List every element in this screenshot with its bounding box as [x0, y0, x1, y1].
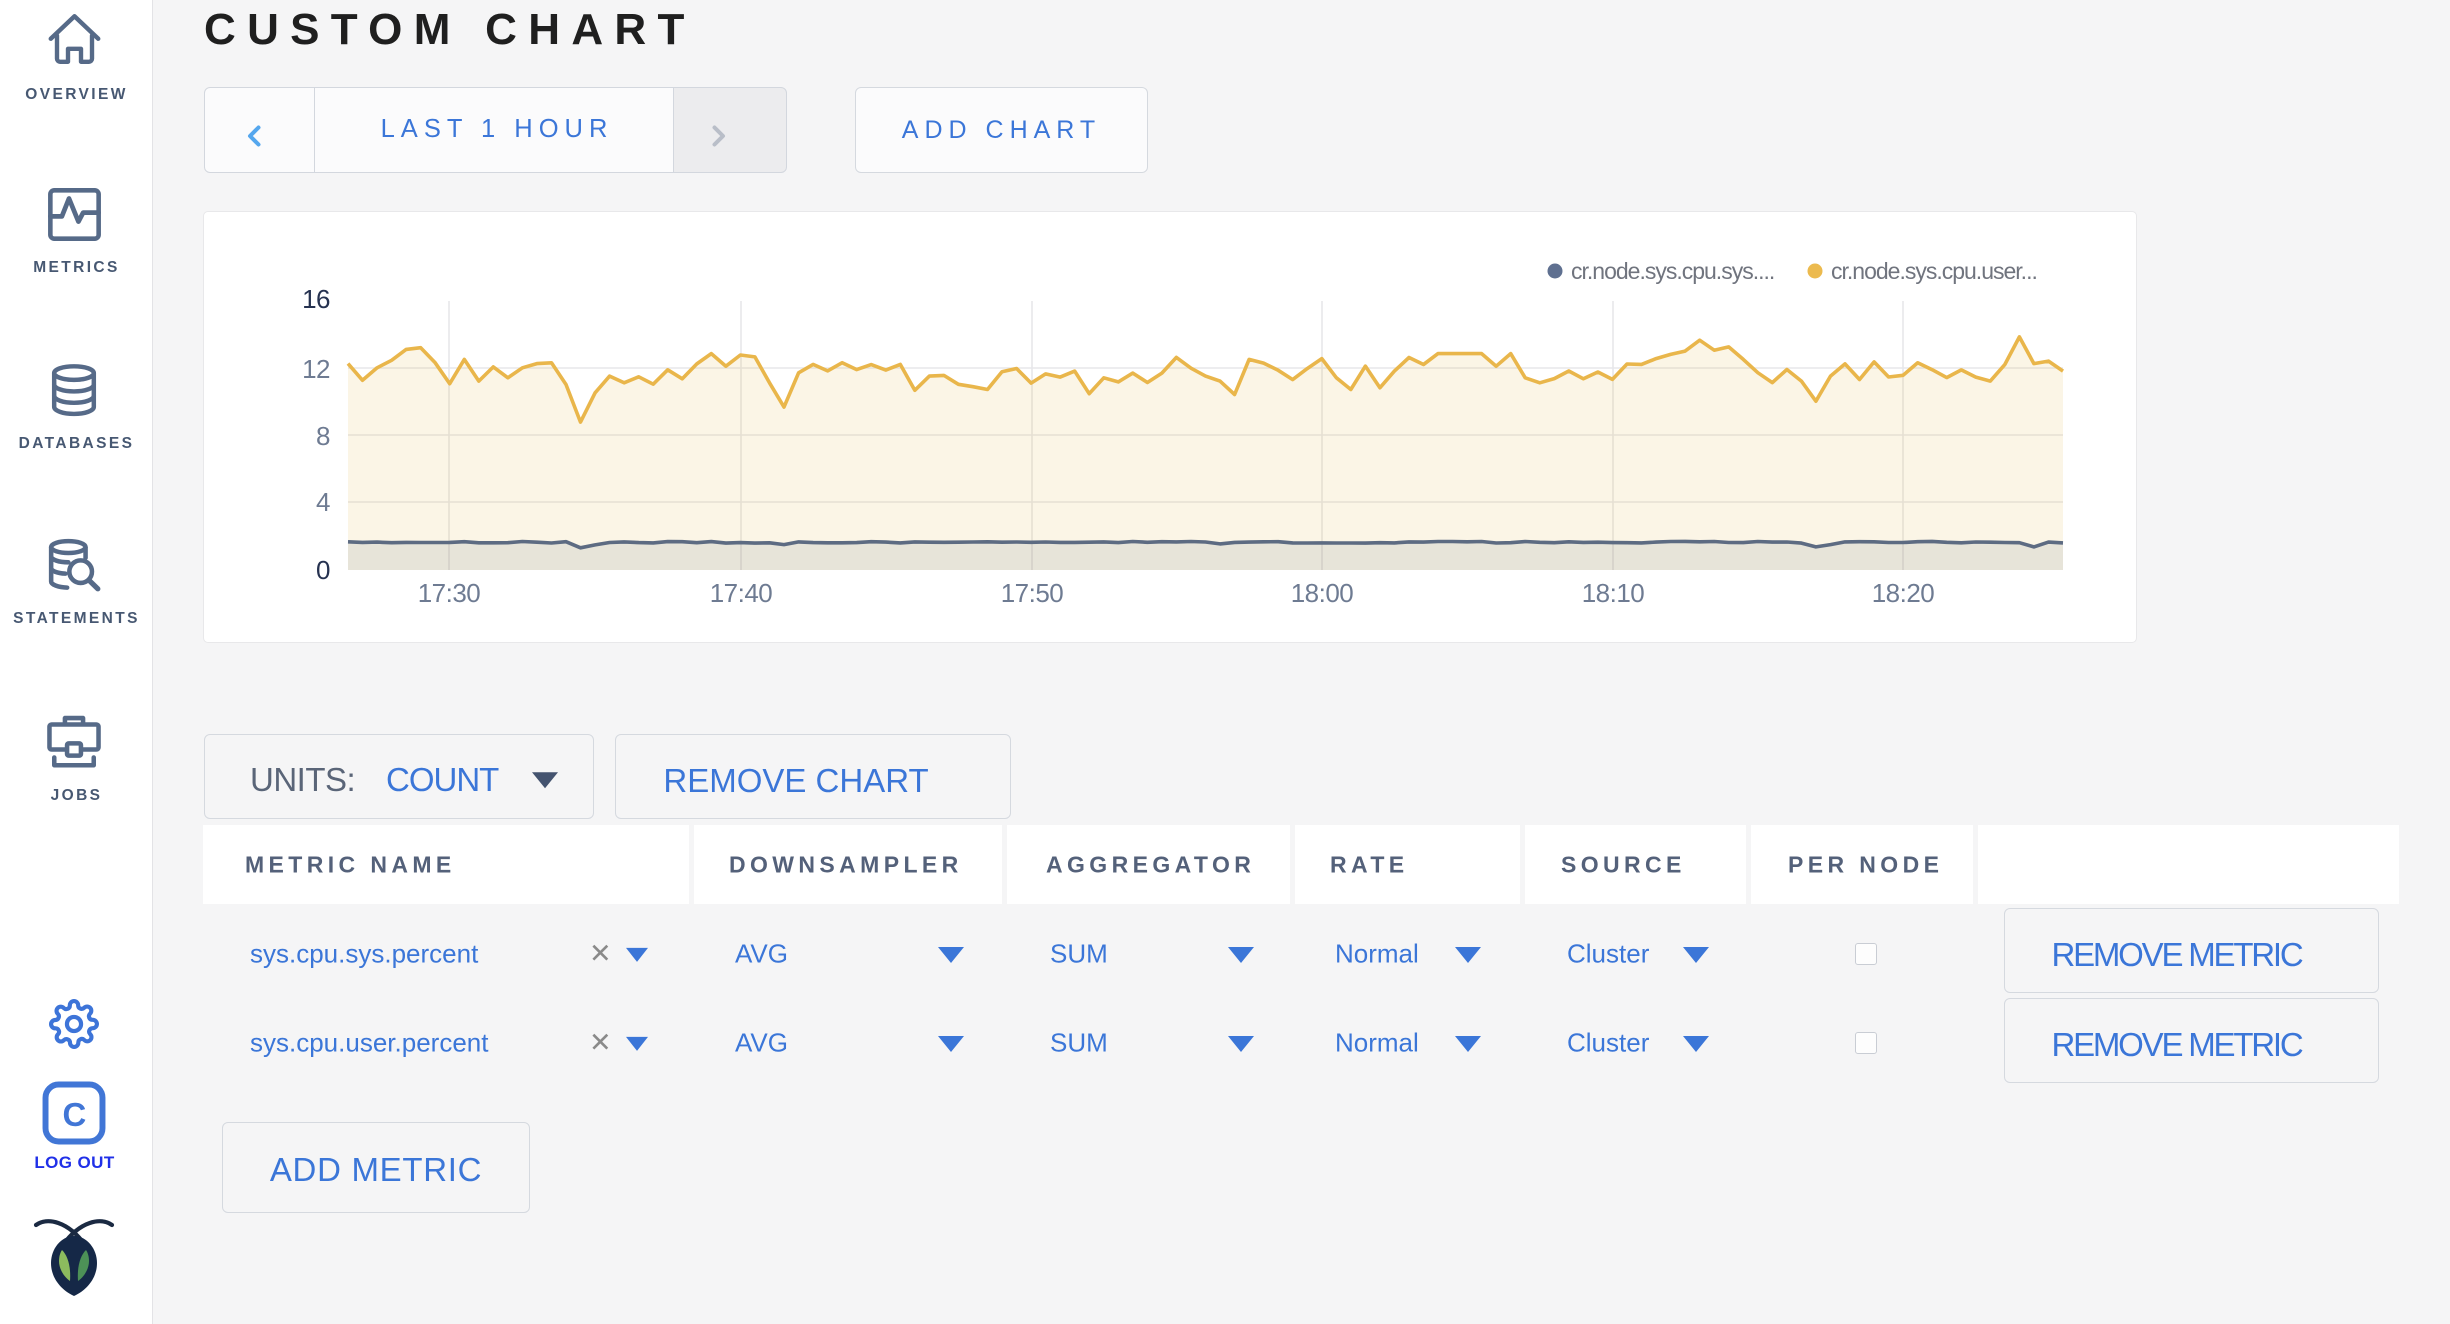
- svg-text:0: 0: [316, 555, 330, 585]
- svg-text:17:30: 17:30: [418, 578, 481, 608]
- svg-text:12: 12: [302, 354, 330, 384]
- svg-text:cr.node.sys.cpu.user...: cr.node.sys.cpu.user...: [1831, 258, 2037, 284]
- svg-text:17:50: 17:50: [1001, 578, 1064, 608]
- svg-text:18:10: 18:10: [1582, 578, 1645, 608]
- svg-text:18:20: 18:20: [1872, 578, 1935, 608]
- svg-text:4: 4: [316, 487, 330, 517]
- svg-text:18:00: 18:00: [1291, 578, 1354, 608]
- svg-text:C: C: [63, 1096, 87, 1133]
- svg-text:cr.node.sys.cpu.sys....: cr.node.sys.cpu.sys....: [1571, 258, 1774, 284]
- svg-text:16: 16: [302, 284, 330, 314]
- svg-text:8: 8: [316, 421, 330, 451]
- svg-text:17:40: 17:40: [710, 578, 773, 608]
